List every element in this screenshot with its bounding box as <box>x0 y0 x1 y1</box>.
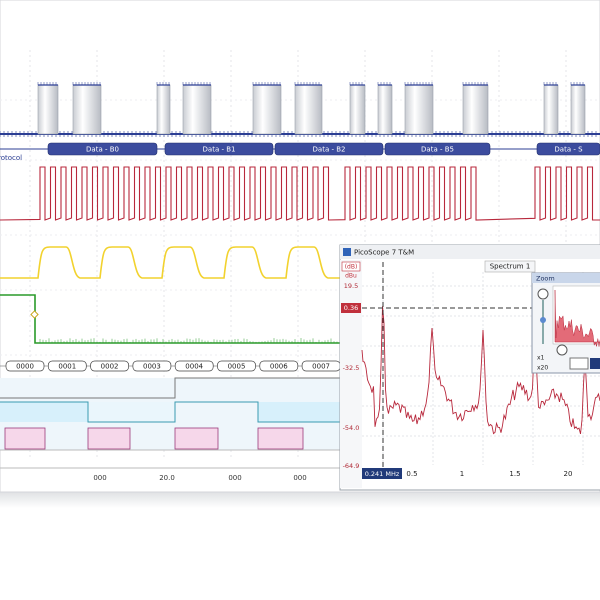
unit-top-box <box>341 261 361 272</box>
red-signal <box>0 166 600 221</box>
x-label: 1 <box>460 470 464 478</box>
cyan-signal <box>0 401 345 423</box>
y-label: -54.0 <box>343 424 360 432</box>
zoom-tool-button[interactable] <box>590 358 600 369</box>
protocol-packet <box>47 142 158 156</box>
spectrum-trace <box>361 306 600 435</box>
pink-block <box>257 427 304 450</box>
hex-label: 0002 <box>101 363 119 371</box>
protocol-packet-label: Data - B2 <box>313 146 346 154</box>
zoom-trace <box>554 289 600 347</box>
bus-pulse <box>156 84 171 135</box>
hex-label: 0000 <box>16 363 34 371</box>
unit-top: (dB) <box>345 264 358 271</box>
protocol-packet <box>384 142 491 156</box>
hex-label: 0004 <box>185 363 203 371</box>
cyan-block <box>0 402 88 422</box>
green-signal <box>0 294 340 344</box>
base-shadow <box>0 488 600 508</box>
spectrum-titlebar <box>340 245 600 259</box>
time-axis-label: 20.0 <box>159 474 175 482</box>
protocol-packet-label: Data - B0 <box>86 146 119 154</box>
zoom-header <box>532 273 600 283</box>
cyan-block <box>88 402 175 422</box>
bus-pulse <box>349 84 366 135</box>
protocol-packet-label: Data - B5 <box>421 146 454 154</box>
x-label: 1.5 <box>509 470 520 478</box>
unit: dBu <box>345 273 357 280</box>
bus-pulse <box>37 84 59 135</box>
protocol-packet <box>536 142 600 156</box>
y-label: -32.5 <box>343 364 360 372</box>
protocol-packet-label: Data - B1 <box>203 146 236 154</box>
hex-label: 0003 <box>143 363 161 371</box>
y-label: 0.36 <box>344 304 358 312</box>
pink-block <box>4 427 46 450</box>
hex-label: 0006 <box>270 363 288 371</box>
zoom-title: Zoom <box>536 275 555 283</box>
cursor-label-box <box>362 468 402 479</box>
green-marker <box>30 310 39 319</box>
bus-pulse <box>377 84 393 135</box>
bus-pulse <box>72 84 102 135</box>
hex-box <box>259 360 299 372</box>
protocol-packet <box>274 142 384 156</box>
x-label: 0.5 <box>406 470 417 478</box>
bus-pulse <box>252 84 282 135</box>
yellow-signal <box>0 246 340 279</box>
protocol-packet <box>164 142 274 156</box>
hex-box <box>5 360 45 372</box>
y-label: -64.9 <box>343 462 360 470</box>
protocol-label: rotocol <box>0 154 22 162</box>
hex-box <box>90 360 129 372</box>
zoom-in-button[interactable] <box>537 288 549 300</box>
cyan-block <box>258 402 345 422</box>
cursor-value-box <box>341 303 361 313</box>
spectrum-window: PicoScope 7 T&M Spectrum 1 (dB) dBu 19.5 0.36… <box>339 244 600 491</box>
hex-box <box>217 360 256 372</box>
bus-pulse <box>404 84 434 135</box>
spectrum-tab <box>484 260 536 273</box>
time-axis-label: 000 <box>93 474 106 482</box>
zoom-out-button[interactable] <box>556 344 568 356</box>
protocol-packet-label: Data - S <box>554 146 583 154</box>
zoom-slider-knob[interactable] <box>540 317 546 323</box>
hex-box <box>47 360 87 372</box>
bus-pulse <box>462 84 489 135</box>
gray-signal <box>0 377 345 399</box>
zoom-tool-button[interactable] <box>569 357 589 370</box>
bus-pulse <box>182 84 212 135</box>
time-axis-label: 000 <box>293 474 306 482</box>
bus-pulse <box>570 84 586 135</box>
hex-label: 0007 <box>312 363 330 371</box>
zoom-level: x1 <box>537 355 545 362</box>
hex-label: 0005 <box>228 363 246 371</box>
hex-box <box>132 360 172 372</box>
window-title: PicoScope 7 T&M <box>354 249 414 257</box>
app-icon <box>343 248 351 256</box>
hex-box <box>174 360 214 372</box>
y-label: 19.5 <box>344 282 358 290</box>
bus-pulse <box>543 84 559 135</box>
time-axis-label: 000 <box>228 474 241 482</box>
cursor-label: 0.241 MHz <box>365 470 400 478</box>
hex-label: 0001 <box>58 363 76 371</box>
spectrum-tab-label: Spectrum 1 <box>490 263 531 271</box>
pink-block <box>87 427 131 450</box>
zoom-level: x20 <box>537 365 548 372</box>
bus-pulse <box>294 84 323 135</box>
y-axis-panel <box>340 260 362 488</box>
x-label: 20 <box>564 470 573 478</box>
pink-block <box>174 427 219 450</box>
